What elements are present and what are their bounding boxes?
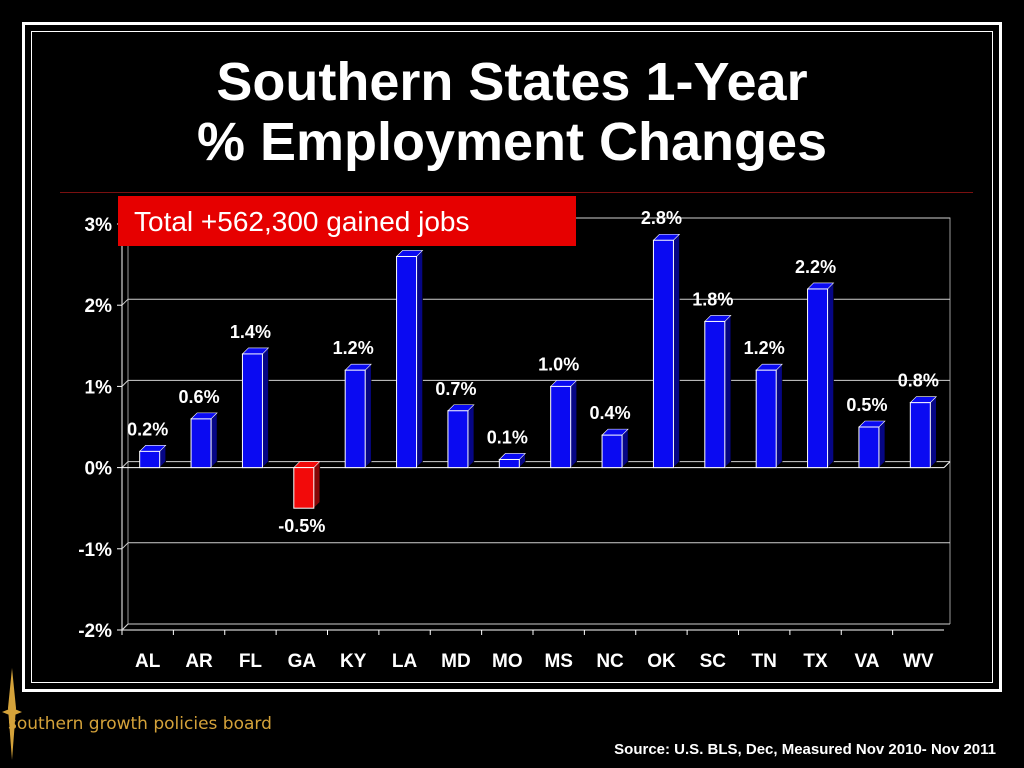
x-tick-label: GA: [288, 651, 317, 672]
bar-va: [858, 426, 880, 469]
zero-line-depth: [943, 461, 951, 468]
y-tick-label: 2%: [85, 296, 113, 317]
data-label: 0.7%: [435, 379, 476, 399]
x-tick-label: MO: [492, 651, 523, 672]
title-line-1: Southern States 1-Year: [216, 52, 808, 112]
data-label: 0.1%: [487, 427, 528, 447]
x-tick-label: AL: [135, 651, 161, 672]
data-label: 1.2%: [333, 338, 374, 358]
data-label: 0.2%: [127, 419, 168, 439]
y-tick-label: -2%: [78, 621, 112, 642]
slide-inner-frame: [31, 31, 993, 683]
bar-side: [673, 233, 680, 469]
bar-fl: [241, 353, 263, 469]
data-label: 1.8%: [692, 289, 733, 309]
gridline-depth: [121, 542, 129, 550]
bar-side: [570, 379, 577, 469]
total-jobs-callout: Total +562,300 gained jobs: [118, 196, 576, 246]
data-label: 1.4%: [230, 322, 271, 342]
data-label: 0.4%: [590, 403, 631, 423]
x-tick-label: NC: [596, 651, 624, 672]
bar-wv: [909, 402, 931, 469]
bar-tn: [755, 369, 777, 469]
x-tick-label: MS: [544, 651, 573, 672]
slide-title: Southern States 1-Year % Employment Chan…: [60, 52, 964, 172]
bar-al: [139, 450, 161, 469]
bar-mo: [498, 458, 520, 469]
slide-outer-frame: [22, 22, 1002, 692]
x-tick-label: FL: [239, 651, 263, 672]
bar-side: [621, 428, 629, 469]
bar-side: [775, 363, 783, 469]
bar-ok: [652, 239, 674, 469]
bar-side: [467, 404, 475, 469]
gridline-depth: [121, 623, 129, 631]
bar-tx: [807, 288, 829, 469]
x-tick-label: VA: [854, 651, 879, 672]
bar-side: [210, 412, 218, 469]
title-line-2: % Employment Changes: [196, 112, 828, 172]
bar-sc: [704, 320, 726, 469]
bar-md: [447, 410, 469, 469]
bar-side: [930, 395, 937, 469]
x-tick-label: KY: [340, 651, 367, 672]
gridline-depth: [121, 298, 129, 306]
gridline-depth: [121, 461, 129, 468]
bar-side: [364, 363, 372, 469]
bar-side: [724, 314, 732, 469]
x-tick-label: MD: [441, 651, 471, 672]
x-tick-label: AR: [185, 651, 213, 672]
data-label: 1.0%: [538, 354, 579, 374]
compass-logo-icon: [2, 668, 22, 760]
data-label: 0.6%: [179, 387, 220, 407]
title-divider: [60, 192, 973, 193]
x-tick-label: TX: [803, 651, 828, 672]
data-label: 0.8%: [898, 371, 939, 391]
x-tick-label: SC: [700, 651, 727, 672]
logo-text: southern growth policies board: [8, 714, 272, 734]
bar-side: [416, 249, 423, 469]
bar-ar: [190, 418, 212, 469]
y-tick-label: 3%: [85, 215, 113, 236]
gridline-depth: [121, 380, 129, 387]
bar-side: [827, 282, 834, 469]
bar-nc: [601, 434, 623, 469]
bar-ky: [344, 369, 366, 469]
data-label: -0.5%: [278, 516, 325, 536]
data-label: 2.8%: [641, 208, 682, 228]
bar-ms: [550, 385, 572, 469]
source-note: Source: U.S. BLS, Dec, Measured Nov 2010…: [614, 741, 996, 758]
bar-la: [396, 255, 418, 469]
x-tick-label: LA: [392, 651, 418, 672]
data-label: 1.2%: [744, 338, 785, 358]
bar-side: [262, 347, 269, 469]
data-label: 0.5%: [846, 395, 887, 415]
y-tick-label: 0%: [85, 459, 113, 480]
y-tick-label: 1%: [85, 377, 113, 398]
y-tick-label: -1%: [78, 540, 112, 561]
bar-ga: [293, 467, 315, 509]
x-tick-label: TN: [752, 651, 777, 672]
x-tick-label: OK: [647, 651, 676, 672]
data-label: 2.2%: [795, 257, 836, 277]
bar-side: [878, 420, 886, 469]
bar-side: [313, 460, 321, 509]
x-tick-label: WV: [903, 651, 934, 672]
